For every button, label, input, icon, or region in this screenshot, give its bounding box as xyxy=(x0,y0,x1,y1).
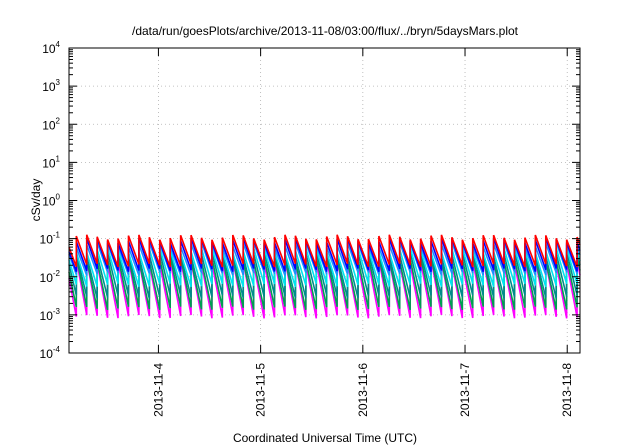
x-tick-label: 2013-11-4 xyxy=(151,363,165,417)
series-line xyxy=(68,234,581,268)
grid xyxy=(69,47,580,354)
y-tick-label: 10-1 xyxy=(40,231,61,247)
y-tick-label: 100 xyxy=(42,193,60,209)
x-tick-label: 2013-11-6 xyxy=(356,363,370,417)
y-tick-label: 10-2 xyxy=(40,269,61,285)
y-tick-label: 102 xyxy=(42,116,60,132)
tick-marks xyxy=(69,47,580,354)
y-tick-label: 104 xyxy=(42,40,60,56)
x-tick-labels: 2013-11-4 2013-11-5 2013-11-6 2013-11-7 2013… xyxy=(151,363,574,417)
x-tick-label: 2013-11-7 xyxy=(458,363,472,417)
y-axis-label: cSv/day xyxy=(29,179,43,222)
y-tick-label: 10-3 xyxy=(40,307,61,323)
chart-title: /data/run/goesPlots/archive/2013-11-08/0… xyxy=(132,24,519,38)
series-group xyxy=(68,234,581,319)
x-tick-label: 2013-11-8 xyxy=(560,363,574,417)
y-tick-label: 103 xyxy=(42,78,60,94)
y-tick-label: 101 xyxy=(42,154,60,170)
x-tick-label: 2013-11-5 xyxy=(254,363,268,417)
x-axis-label: Coordinated Universal Time (UTC) xyxy=(233,431,417,445)
y-tick-label: 10-4 xyxy=(40,345,61,361)
y-tick-labels: 10-4 10-3 10-2 10-1 100 101 102 103 104 xyxy=(40,40,61,361)
